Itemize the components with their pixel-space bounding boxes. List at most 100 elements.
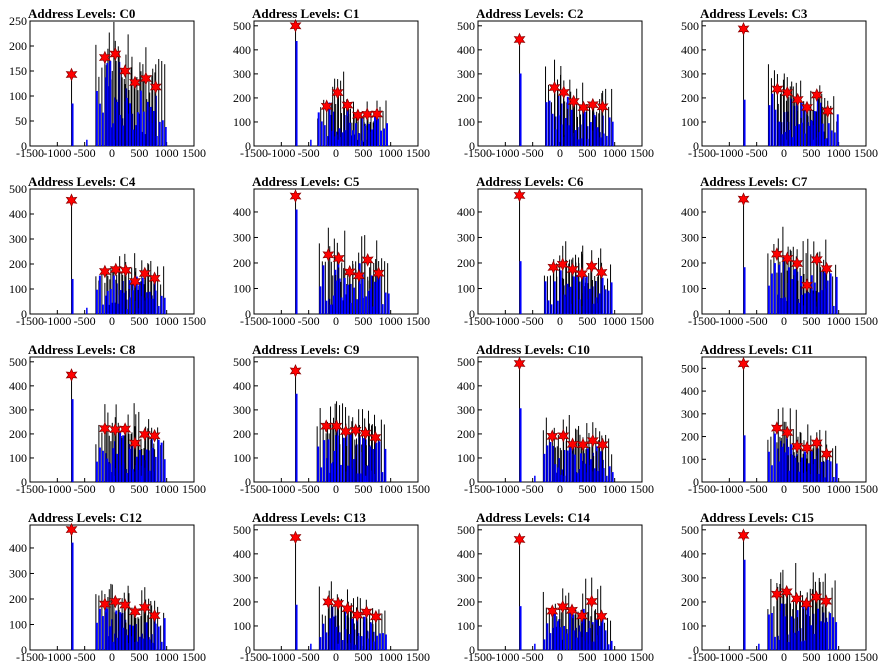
peak-star-marker: [737, 192, 750, 207]
peak-star-marker: [332, 596, 345, 611]
y-tick-label: 300: [457, 67, 475, 81]
x-tick-label: 500: [354, 314, 372, 328]
y-tick-label: 500: [233, 355, 251, 369]
x-tick-label: 0: [781, 650, 787, 664]
peak-star-marker: [322, 247, 335, 262]
y-tick-label: 400: [457, 379, 475, 393]
peak-star-marker: [513, 188, 526, 203]
peak-star-marker: [371, 107, 383, 121]
y-tick-label: 200: [233, 256, 251, 270]
peak-star-marker: [790, 591, 803, 606]
plot-frame: [29, 188, 195, 315]
y-tick-label: 500: [9, 182, 27, 196]
peak-star-marker: [109, 594, 122, 609]
x-tick-label: -500: [298, 146, 320, 160]
y-tick-label: 400: [457, 205, 475, 219]
peak-star-marker: [289, 189, 302, 203]
plot-frame: [477, 20, 643, 147]
peak-star-marker: [341, 98, 354, 112]
peak-star-marker: [556, 257, 569, 272]
x-tick-label: 1000: [603, 650, 627, 664]
peak-star-marker: [800, 596, 813, 611]
chart-panel-11: Address Levels: C11 0 100 200 300 400 500 -1500…: [681, 342, 878, 496]
peak-star-marker: [129, 604, 141, 619]
x-tick-label: -1000: [715, 146, 743, 160]
x-tick-label: -1500: [688, 314, 716, 328]
y-tick-label: 100: [457, 451, 475, 465]
y-tick-label: 100: [681, 115, 699, 129]
peak-star-marker: [341, 601, 354, 616]
y-tick-label: 0: [21, 139, 27, 153]
y-tick-label: 500: [681, 361, 699, 375]
chart-panel-6: Address Levels: C6 0 100 200 300 400 -1500 -100…: [457, 174, 654, 328]
peak-star-marker: [770, 421, 783, 435]
y-tick-label: 300: [681, 407, 699, 421]
peak-star-marker: [138, 600, 151, 615]
x-tick-label: -500: [298, 314, 320, 328]
peak-star-marker: [737, 356, 750, 371]
peak-star-marker: [289, 364, 302, 378]
chart-title: Address Levels: C15: [700, 510, 814, 525]
x-tick-label: 1000: [155, 650, 179, 664]
peak-star-marker: [596, 99, 609, 114]
x-tick-label: -500: [522, 314, 544, 328]
y-tick-label: 500: [681, 523, 699, 537]
x-tick-label: 500: [354, 146, 372, 160]
x-tick-label: -500: [746, 314, 768, 328]
peak-star-marker: [148, 608, 161, 623]
y-tick-label: 100: [457, 619, 475, 633]
y-tick-label: 100: [9, 617, 27, 631]
y-tick-label: 300: [457, 571, 475, 585]
peak-star-marker: [65, 522, 78, 537]
peak-star-marker: [98, 597, 111, 611]
peak-star-marker: [129, 75, 141, 90]
peak-star-marker: [343, 265, 356, 279]
peak-star-marker: [820, 594, 833, 609]
x-tick-label: -1500: [16, 650, 44, 664]
peak-star-marker: [791, 256, 804, 271]
peak-star-marker: [359, 426, 372, 441]
x-tick-label: -1500: [464, 146, 492, 160]
peak-star-marker: [119, 263, 132, 278]
x-tick-label: -1000: [715, 314, 743, 328]
peak-star-marker: [109, 47, 122, 61]
y-tick-label: 300: [9, 566, 27, 580]
peak-star-marker: [771, 82, 784, 96]
peak-star-marker: [548, 80, 561, 95]
y-tick-label: 0: [21, 307, 27, 321]
peak-star-marker: [148, 271, 161, 286]
peak-star-marker: [791, 439, 804, 454]
y-tick-label: 0: [245, 307, 251, 321]
x-tick-label: -500: [746, 650, 768, 664]
y-tick-label: 500: [457, 19, 475, 33]
peak-star-marker: [65, 193, 78, 208]
peak-star-marker: [98, 264, 111, 279]
chart-title: Address Levels: C12: [28, 510, 142, 525]
peak-star-marker: [595, 609, 608, 624]
x-tick-label: -1500: [464, 482, 492, 496]
peak-star-marker: [129, 274, 141, 289]
x-tick-label: 0: [109, 314, 115, 328]
y-tick-label: 400: [457, 547, 475, 561]
x-tick-label: 1000: [379, 314, 403, 328]
peak-star-marker: [821, 104, 834, 118]
x-tick-label: 1500: [854, 482, 878, 496]
chart-title: Address Levels: C1: [252, 6, 359, 21]
x-tick-label: -1500: [16, 314, 44, 328]
y-tick-label: 200: [457, 427, 475, 441]
x-tick-label: 1500: [630, 482, 654, 496]
peak-star-marker: [148, 428, 161, 443]
x-tick-label: 500: [354, 650, 372, 664]
y-tick-label: 200: [457, 595, 475, 609]
peak-star-marker: [596, 437, 609, 452]
peak-star-marker: [820, 261, 833, 276]
x-tick-label: -1000: [491, 482, 519, 496]
x-tick-label: 1000: [827, 314, 851, 328]
y-tick-label: 500: [457, 355, 475, 369]
peak-star-marker: [546, 429, 559, 444]
peak-star-marker: [770, 587, 783, 602]
y-tick-label: 0: [21, 643, 27, 657]
y-tick-label: 300: [681, 571, 699, 585]
peak-star-marker: [791, 92, 804, 107]
x-tick-label: 500: [578, 650, 596, 664]
